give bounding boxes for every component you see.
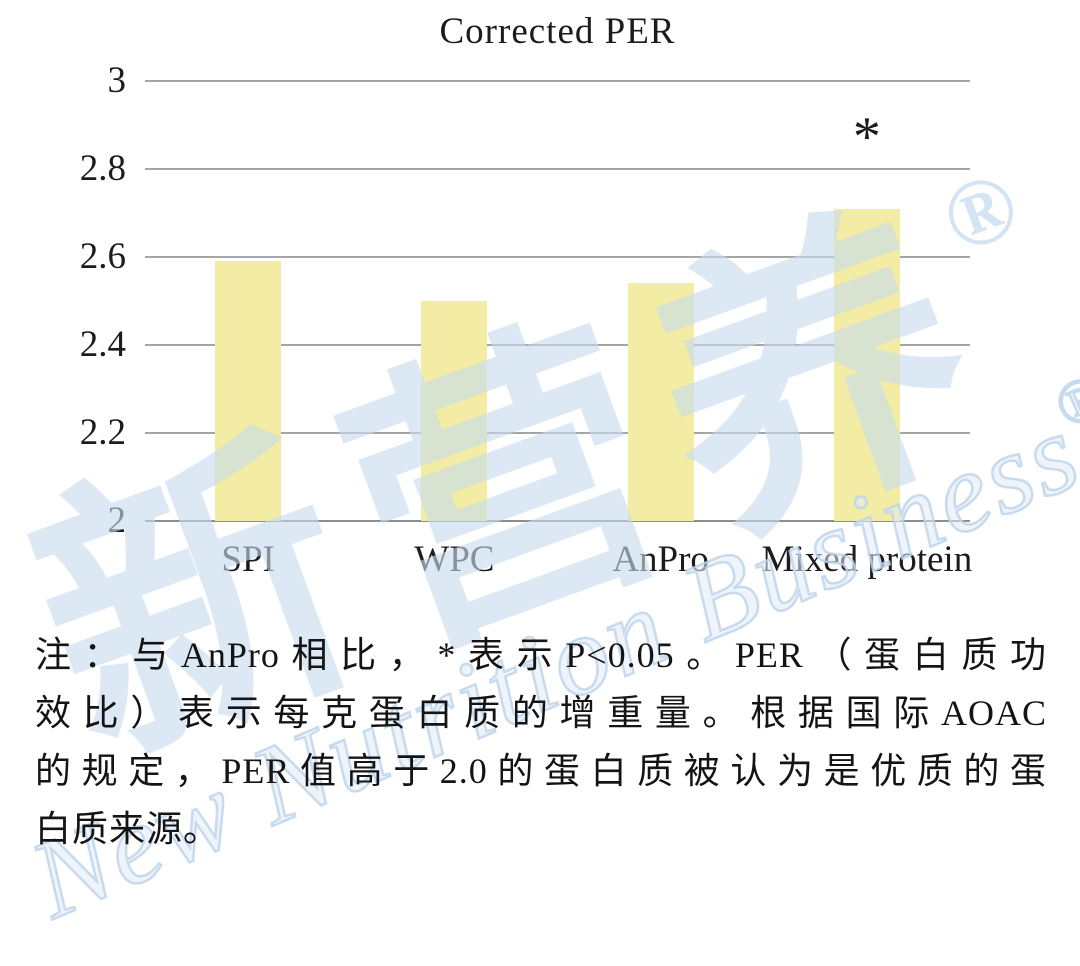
footnote: 注：与AnPro相比，*表示P<0.05。PER（蛋白质功 效比）表示每克蛋白质的… <box>35 626 1047 858</box>
y-axis-tick-label: 3 <box>107 60 127 101</box>
x-axis-category-label: AnPro <box>612 539 709 580</box>
footnote-line: 的规定，PER值高于2.0的蛋白质被认为是优质的蛋 <box>35 751 1047 791</box>
chart-footnote-text: 注：与AnPro相比，*表示P<0.05。PER（蛋白质功 效比）表示每克蛋白质的… <box>35 626 1047 858</box>
footnote-line: 效比）表示每克蛋白质的增重量。根据国际AOAC <box>35 693 1047 733</box>
bar-spi <box>215 261 282 521</box>
gridline <box>145 432 970 434</box>
y-axis-tick-label: 2.8 <box>79 148 126 189</box>
x-axis-category-label: SPI <box>221 539 275 580</box>
footnote-line: 注：与AnPro相比，*表示P<0.05。PER（蛋白质功 <box>35 635 1047 675</box>
bar-wpc <box>421 301 488 521</box>
significance-asterisk: * <box>852 105 881 168</box>
x-axis-category-label: WPC <box>414 539 495 580</box>
y-axis-tick-label: 2.4 <box>79 324 126 365</box>
gridline <box>145 256 970 258</box>
y-axis-tick-label: 2 <box>107 500 127 541</box>
bar-mixed-protein <box>833 208 900 521</box>
gridline <box>145 520 970 522</box>
gridline <box>145 80 970 82</box>
footnote-line: 白质来源。 <box>35 809 221 849</box>
gridline <box>145 344 970 346</box>
y-axis-tick-label: 2.2 <box>79 412 126 453</box>
chart-title: Corrected PER <box>439 11 676 52</box>
gridline <box>145 168 970 170</box>
x-axis-category-label: Mixed protein <box>761 539 973 580</box>
y-axis-tick-label: 2.6 <box>79 236 126 277</box>
bar-chart: Corrected PER 3 2.8 2.6 2.4 2.2 2 SPI WPC AnPro M… <box>79 11 973 580</box>
bar-anpro <box>627 283 694 521</box>
